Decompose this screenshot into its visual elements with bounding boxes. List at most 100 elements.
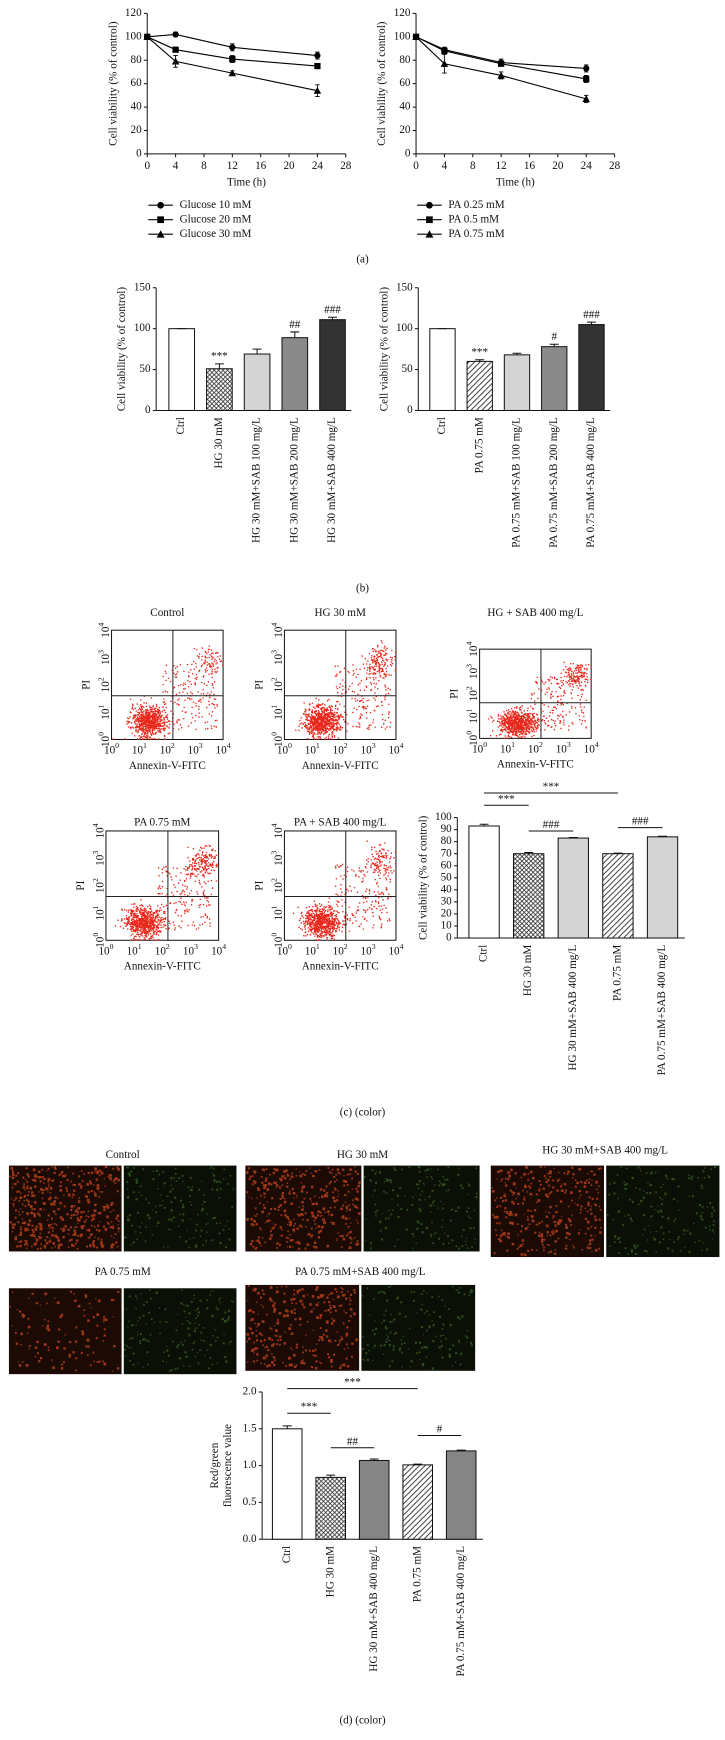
y-tick-label: 103 (464, 664, 479, 679)
x-tick-label: 8 (201, 160, 207, 172)
bar (206, 368, 233, 411)
y-tick-label: 20 (131, 124, 143, 136)
x-tick-label: 104 (584, 740, 599, 755)
error-bar (512, 352, 522, 355)
legend-marker (426, 201, 433, 209)
tick-base: 10 (160, 744, 172, 756)
x-tick-label: PA 0.75 mM+SAB 400 mg/L (585, 417, 597, 548)
x-tick-label: 100 (277, 741, 292, 756)
y-axis-label: PI (253, 880, 265, 890)
tick-base: 10 (333, 945, 345, 957)
tick-base: 10 (94, 882, 106, 894)
green-channel-image (606, 1165, 720, 1258)
tick-base: 10 (100, 735, 112, 747)
y-tick-label: 102 (91, 878, 106, 893)
event-dots (295, 640, 397, 740)
y-tick-label: 103 (96, 650, 111, 665)
point (314, 62, 321, 70)
tick-base: 10 (388, 945, 400, 957)
x-tick-label: PA 0.75 mM+SAB 400 mg/L (455, 1546, 467, 1677)
tick-base: 10 (155, 945, 167, 957)
tick-exponent: 3 (194, 942, 198, 951)
legend-label: Glucose 20 mM (180, 213, 252, 225)
y-tick-label: 50 (441, 871, 453, 883)
tick-exponent: 3 (269, 650, 278, 654)
caption: (b) (356, 582, 369, 594)
tick-base: 10 (361, 945, 373, 957)
panel-title: PA 0.75 mM (134, 817, 190, 829)
plot-frame (105, 830, 220, 941)
plot-frame (283, 629, 397, 741)
x-tick-label: 0 (413, 160, 419, 172)
y-tick-label: 0 (446, 932, 452, 944)
point (171, 57, 180, 65)
green-channel-image (361, 1284, 476, 1371)
y-tick-label: 100 (269, 732, 284, 747)
point (582, 95, 590, 103)
x-tick-label: 20 (283, 160, 295, 172)
error-bar (290, 331, 300, 338)
y-axis-label: Cell viability (% of control) (378, 287, 390, 412)
significance-label: *** (344, 1377, 361, 1389)
caption: (a) (356, 253, 369, 265)
tick-exponent: 0 (464, 731, 473, 735)
tick-exponent: 3 (464, 664, 473, 668)
y-tick-label: 102 (269, 677, 284, 692)
y-tick-label: 101 (91, 905, 106, 920)
y-axis-label: Red/green (209, 1442, 221, 1488)
tick-base: 10 (100, 681, 112, 693)
bar (402, 1464, 434, 1540)
tick-base: 10 (468, 667, 480, 679)
green-speckles (607, 1166, 717, 1256)
bar (358, 1459, 390, 1540)
point (229, 44, 236, 51)
tick-base: 10 (183, 945, 195, 957)
bar (578, 324, 605, 411)
red-channel-image (8, 1288, 122, 1375)
y-axis-label: PI (449, 689, 461, 699)
bar (503, 354, 531, 411)
bar (468, 825, 500, 939)
error-bar (413, 1463, 423, 1465)
y-tick-label: 0 (405, 147, 411, 159)
y-tick-label: 0.0 (243, 1533, 257, 1545)
tick-exponent: 1 (91, 905, 100, 909)
y-tick-label: 100 (464, 731, 479, 746)
error-bar (568, 836, 578, 839)
x-axis-label: Time (h) (496, 176, 535, 188)
tick-exponent: 3 (372, 942, 376, 951)
tick-base: 10 (584, 743, 596, 755)
y-tick-label: 100 (435, 811, 452, 823)
point (229, 55, 236, 63)
y-tick-label: 0 (407, 404, 413, 416)
y-tick-label: 100 (394, 30, 411, 42)
tick-base: 10 (272, 708, 284, 720)
x-tick-label: 104 (388, 942, 403, 957)
x-tick-label: 101 (305, 741, 320, 756)
bar (271, 1428, 303, 1540)
tick-exponent: 2 (539, 740, 543, 749)
x-tick-label: HG 30 mM+SAB 400 mg/L (567, 945, 579, 1071)
x-tick-label: 4 (442, 160, 448, 172)
tick-exponent: 2 (171, 741, 175, 750)
green-channel-image (363, 1165, 480, 1252)
tick-base: 10 (272, 681, 284, 693)
event-dots (487, 661, 592, 739)
x-axis-label: Time (h) (227, 176, 266, 188)
tick-exponent: 3 (269, 851, 278, 855)
y-tick-label: 101 (269, 705, 284, 720)
x-tick-label: 100 (277, 942, 292, 957)
tick-base: 10 (272, 653, 284, 665)
x-tick-label: 16 (255, 160, 267, 172)
panel-title: Control (150, 607, 184, 619)
x-tick-label: 102 (333, 942, 348, 957)
tick-base: 10 (468, 734, 480, 746)
error-bar (613, 852, 623, 854)
tick-base: 10 (94, 827, 106, 839)
legend-label: PA 0.75 mM (448, 228, 504, 240)
tick-exponent: 4 (400, 942, 404, 951)
tick-exponent: 3 (91, 851, 100, 855)
y-tick-label: 102 (96, 677, 111, 692)
event-dots (292, 840, 397, 941)
y-tick-label: 60 (441, 859, 453, 871)
